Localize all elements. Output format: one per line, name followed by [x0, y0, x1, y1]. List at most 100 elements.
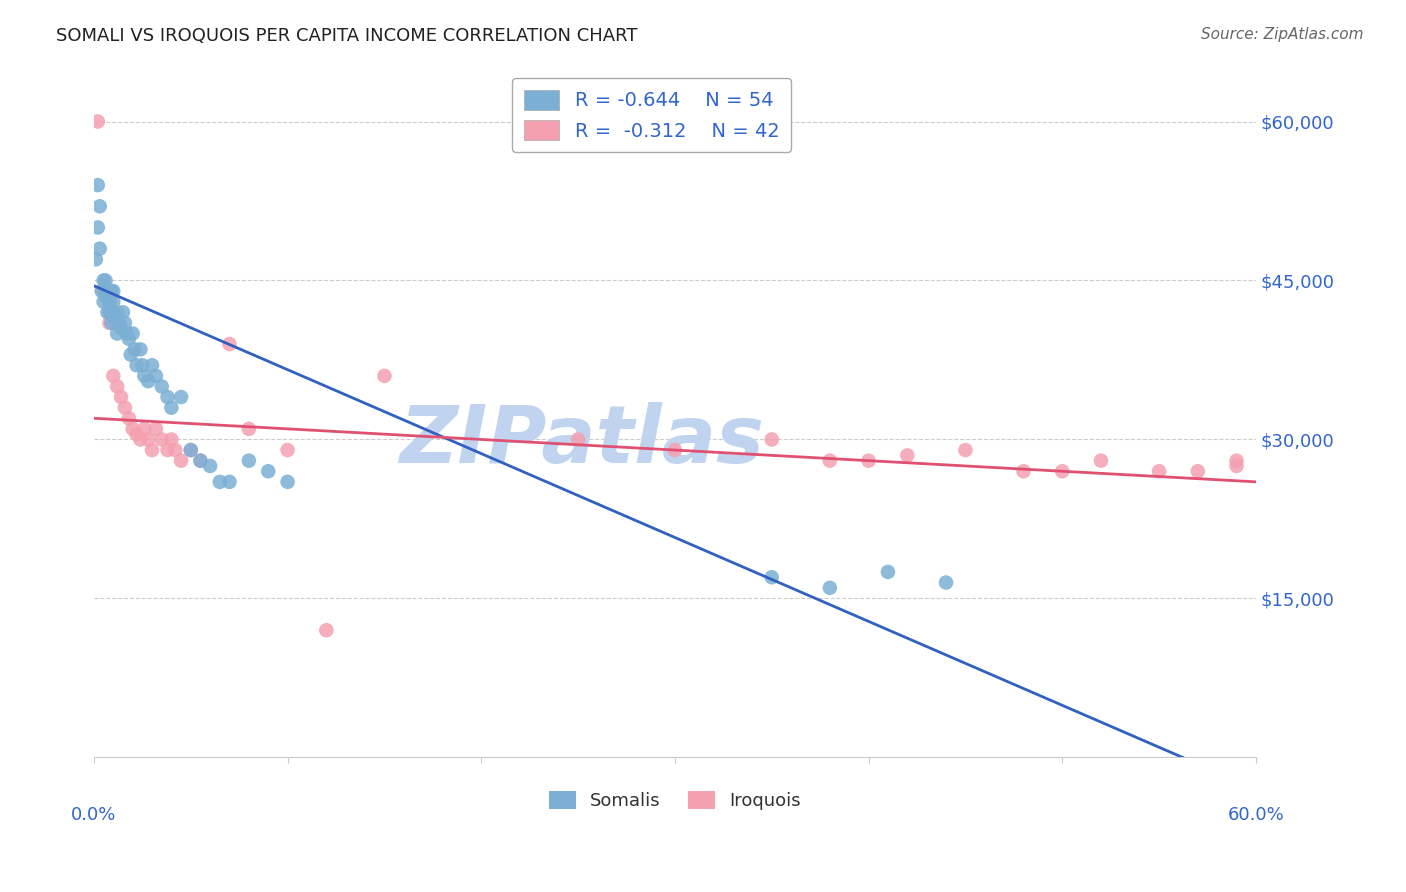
Point — [136, 374, 159, 388]
Point — [103, 294, 125, 309]
Point — [103, 368, 125, 383]
Point — [98, 305, 121, 319]
Point — [238, 453, 260, 467]
Point — [129, 343, 152, 357]
Point — [761, 433, 783, 447]
Point — [1225, 453, 1247, 467]
Point — [96, 305, 118, 319]
Point — [114, 316, 136, 330]
Point — [141, 358, 163, 372]
Point — [110, 321, 132, 335]
Point — [90, 284, 112, 298]
Point — [896, 448, 918, 462]
Point — [277, 443, 299, 458]
Point — [315, 624, 337, 638]
Point — [373, 368, 395, 383]
Point — [180, 443, 202, 458]
Point — [131, 358, 153, 372]
Point — [93, 284, 115, 298]
Point — [111, 305, 134, 319]
Point — [121, 326, 143, 341]
Point — [125, 427, 148, 442]
Point — [277, 475, 299, 489]
Point — [89, 242, 111, 256]
Text: Source: ZipAtlas.com: Source: ZipAtlas.com — [1201, 27, 1364, 42]
Point — [103, 284, 125, 298]
Point — [100, 316, 122, 330]
Point — [87, 220, 110, 235]
Point — [103, 305, 125, 319]
Point — [129, 433, 152, 447]
Point — [145, 422, 167, 436]
Point — [115, 326, 138, 341]
Point — [110, 390, 132, 404]
Point — [105, 326, 128, 341]
Point — [98, 294, 121, 309]
Point — [170, 390, 193, 404]
Point — [89, 199, 111, 213]
Point — [96, 284, 118, 298]
Point — [156, 390, 179, 404]
Text: 0.0%: 0.0% — [72, 805, 117, 823]
Point — [118, 411, 141, 425]
Point — [858, 453, 880, 467]
Point — [160, 433, 183, 447]
Point — [935, 575, 957, 590]
Point — [170, 453, 193, 467]
Point — [818, 581, 841, 595]
Point — [93, 294, 115, 309]
Point — [238, 422, 260, 436]
Point — [114, 401, 136, 415]
Point — [1012, 464, 1035, 478]
Point — [818, 453, 841, 467]
Point — [664, 443, 686, 458]
Point — [84, 252, 107, 267]
Text: 60.0%: 60.0% — [1227, 805, 1284, 823]
Point — [955, 443, 977, 458]
Point — [134, 368, 156, 383]
Point — [1187, 464, 1209, 478]
Point — [104, 310, 127, 325]
Point — [1052, 464, 1074, 478]
Point — [120, 348, 142, 362]
Point — [118, 332, 141, 346]
Point — [136, 433, 159, 447]
Point — [87, 114, 110, 128]
Text: ZIPatlas: ZIPatlas — [399, 401, 765, 480]
Point — [105, 305, 128, 319]
Point — [198, 458, 221, 473]
Point — [145, 368, 167, 383]
Point — [105, 379, 128, 393]
Point — [108, 316, 131, 330]
Point — [160, 401, 183, 415]
Point — [94, 273, 117, 287]
Point — [165, 443, 187, 458]
Point — [567, 433, 589, 447]
Point — [121, 422, 143, 436]
Point — [134, 422, 156, 436]
Point — [257, 464, 280, 478]
Point — [98, 294, 121, 309]
Point — [98, 316, 121, 330]
Point — [156, 443, 179, 458]
Point — [1147, 464, 1170, 478]
Point — [218, 337, 240, 351]
Point — [94, 289, 117, 303]
Point — [150, 379, 173, 393]
Point — [218, 475, 240, 489]
Point — [87, 178, 110, 193]
Point — [150, 433, 173, 447]
Point — [190, 453, 212, 467]
Point — [93, 273, 115, 287]
Text: SOMALI VS IROQUOIS PER CAPITA INCOME CORRELATION CHART: SOMALI VS IROQUOIS PER CAPITA INCOME COR… — [56, 27, 638, 45]
Point — [141, 443, 163, 458]
Point — [100, 284, 122, 298]
Point — [877, 565, 900, 579]
Point — [180, 443, 202, 458]
Point — [124, 343, 146, 357]
Point — [190, 453, 212, 467]
Point — [1225, 458, 1247, 473]
Point — [1090, 453, 1112, 467]
Point — [208, 475, 231, 489]
Point — [125, 358, 148, 372]
